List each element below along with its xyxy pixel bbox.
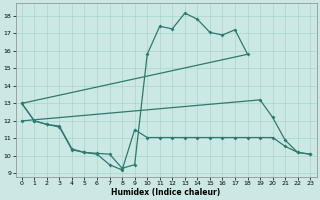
X-axis label: Humidex (Indice chaleur): Humidex (Indice chaleur): [111, 188, 221, 197]
